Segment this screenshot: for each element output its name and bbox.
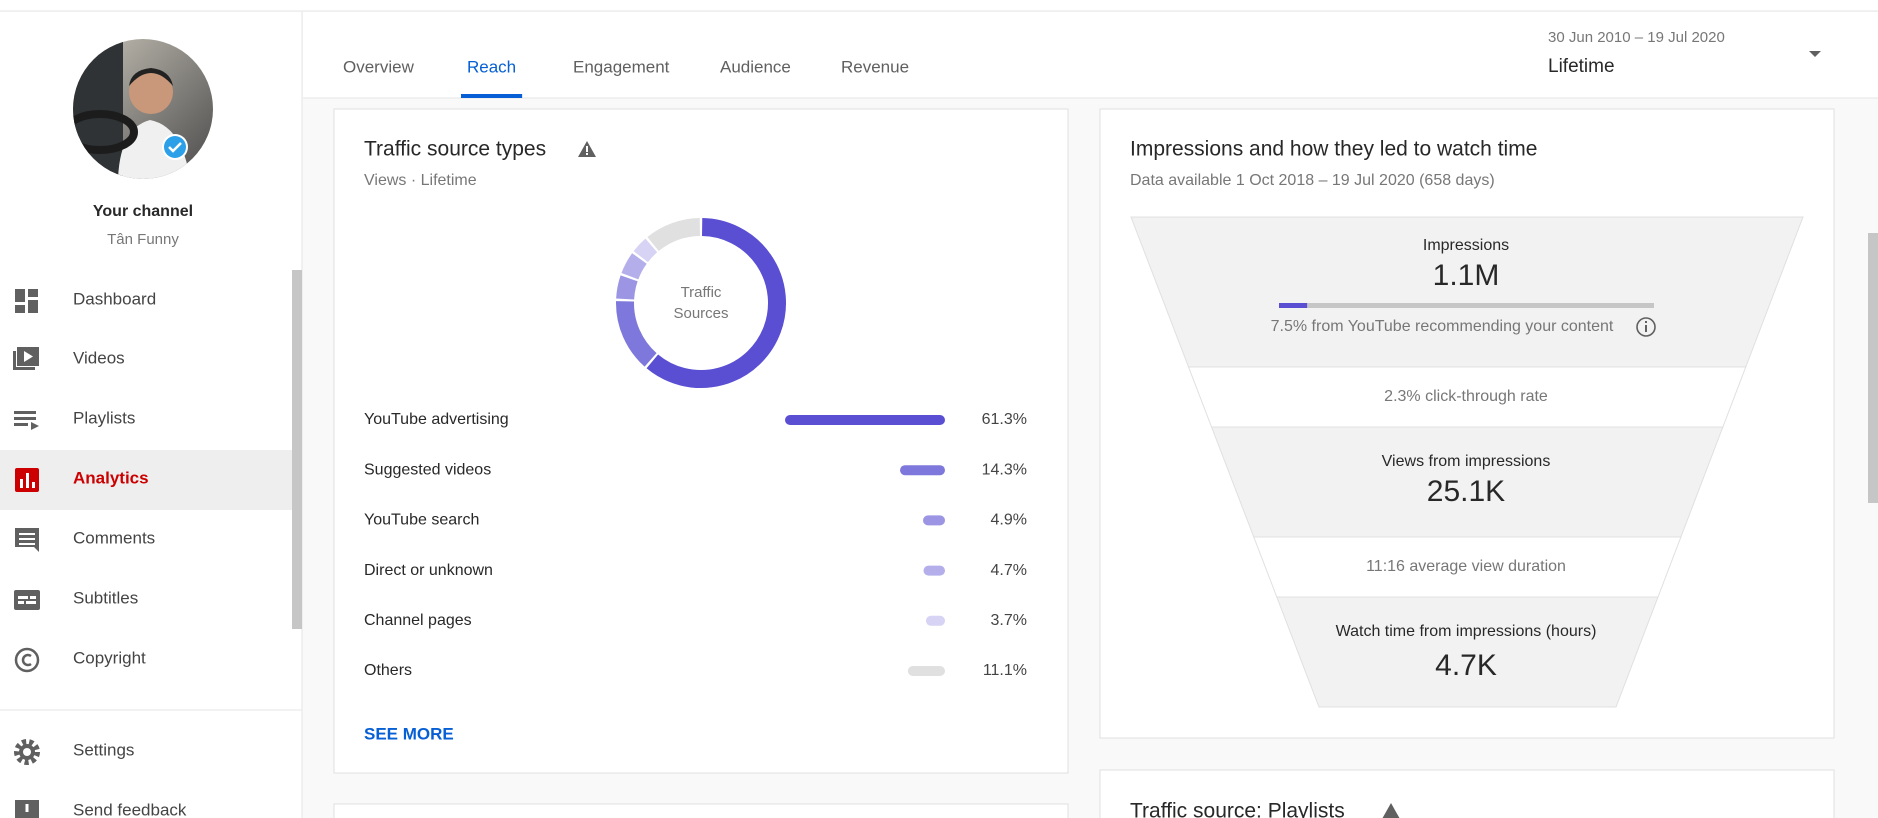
donut-segment <box>616 275 638 300</box>
tab-bar <box>303 12 1878 98</box>
nav-item[interactable]: Subtitles <box>73 588 138 607</box>
source-name: Channel pages <box>364 612 472 629</box>
channel-name: Tân Funny <box>107 231 179 248</box>
donut-segment <box>621 253 647 280</box>
date-range: 30 Jun 2010 – 19 Jul 2020 <box>1548 29 1725 46</box>
donut-segment <box>633 238 658 263</box>
page-scrollbar[interactable] <box>1868 233 1878 503</box>
funnel-value: 1.1M <box>1433 259 1500 292</box>
icon-analytics <box>15 468 39 492</box>
traffic-card <box>333 108 1069 774</box>
sidebar-scrollbar[interactable] <box>292 270 302 629</box>
next-card <box>333 803 1069 818</box>
next-card <box>1099 769 1835 818</box>
donut-center-label: Sources <box>673 305 728 322</box>
card-title: Traffic source types <box>364 138 546 161</box>
icon-videos <box>13 347 39 370</box>
icon-copyright <box>14 647 40 673</box>
funnel-note: 2.3% click-through rate <box>1384 388 1548 405</box>
tab[interactable]: Reach <box>467 57 516 76</box>
tab[interactable]: Revenue <box>841 57 909 76</box>
source-value: 4.9% <box>991 512 1027 529</box>
donut-segment <box>616 301 657 367</box>
card-subtitle: Views · Lifetime <box>364 172 477 189</box>
funnel-label: Watch time from impressions (hours) <box>1336 623 1597 640</box>
tab[interactable]: Engagement <box>573 57 670 76</box>
funnel-label: Views from impressions <box>1382 453 1551 470</box>
source-name: Direct or unknown <box>364 562 493 579</box>
source-name: Others <box>364 662 412 679</box>
icon-feedback <box>15 800 39 818</box>
avatar[interactable] <box>66 39 213 179</box>
nav-item[interactable]: Playlists <box>73 408 135 427</box>
nav-active-bg <box>0 450 292 510</box>
source-value: 14.3% <box>982 461 1027 478</box>
funnel-note: 11:16 average view duration <box>1366 558 1566 575</box>
see-more-link[interactable]: SEE MORE <box>364 724 454 743</box>
icon-dashboard <box>15 289 38 313</box>
dropdown-arrow[interactable] <box>1809 51 1821 57</box>
date-label[interactable]: Lifetime <box>1548 56 1615 77</box>
source-value: 11.1% <box>983 662 1027 679</box>
nav-item[interactable]: Analytics <box>73 468 149 487</box>
tab-underline <box>461 94 523 98</box>
card-title: Traffic source: Playlists <box>1130 800 1345 818</box>
nav-item[interactable]: Settings <box>73 740 134 759</box>
source-name: Suggested videos <box>364 461 491 478</box>
nav-item[interactable]: Dashboard <box>73 289 156 308</box>
funnel-label: Impressions <box>1423 237 1509 254</box>
source-value: 4.7% <box>991 562 1027 579</box>
icon-playlists <box>14 411 39 430</box>
progress-fill <box>1279 303 1308 308</box>
top-strip <box>0 0 1878 11</box>
donut-segment <box>646 218 786 388</box>
nav-item[interactable]: Videos <box>73 348 125 367</box>
donut-segment <box>647 218 701 252</box>
card-subtitle: Data available 1 Oct 2018 – 19 Jul 2020 … <box>1130 172 1495 189</box>
source-name: YouTube search <box>364 512 479 529</box>
info-icon[interactable] <box>1636 317 1656 337</box>
funnel-band <box>1276 596 1659 708</box>
icon-settings <box>14 739 40 765</box>
funnel-value: 25.1K <box>1427 475 1505 508</box>
nav-item[interactable]: Send feedback <box>73 800 187 818</box>
warning-icon[interactable] <box>1382 803 1400 818</box>
icon-comments <box>15 528 39 552</box>
nav-item[interactable]: Copyright <box>73 648 146 667</box>
card-title: Impressions and how they led to watch ti… <box>1130 138 1537 161</box>
funnel-value: 4.7K <box>1435 649 1497 682</box>
tab[interactable]: Overview <box>343 57 415 76</box>
funnel-note: 7.5% from YouTube recommending your cont… <box>1271 318 1614 335</box>
source-value: 3.7% <box>991 612 1027 629</box>
tab[interactable]: Audience <box>720 57 791 76</box>
progress-track <box>1279 303 1654 308</box>
warning-icon[interactable] <box>578 141 596 157</box>
nav-item[interactable]: Comments <box>73 528 155 547</box>
source-name: YouTube advertising <box>364 411 509 428</box>
source-value: 61.3% <box>982 411 1027 428</box>
channel-label: Your channel <box>93 203 193 220</box>
icon-subtitles <box>14 590 40 610</box>
donut-center-label: Traffic <box>681 284 722 301</box>
